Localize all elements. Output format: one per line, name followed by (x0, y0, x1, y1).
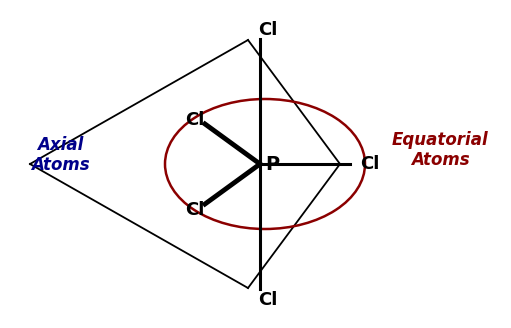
Text: Cl: Cl (360, 155, 380, 173)
Text: P: P (265, 154, 279, 174)
Text: Cl: Cl (185, 111, 205, 129)
Text: Equatorial
Atoms: Equatorial Atoms (391, 131, 489, 169)
Text: Cl: Cl (185, 201, 205, 219)
Text: Cl: Cl (259, 21, 277, 39)
Text: Cl: Cl (259, 291, 277, 309)
Text: Axial
Atoms: Axial Atoms (31, 135, 89, 174)
